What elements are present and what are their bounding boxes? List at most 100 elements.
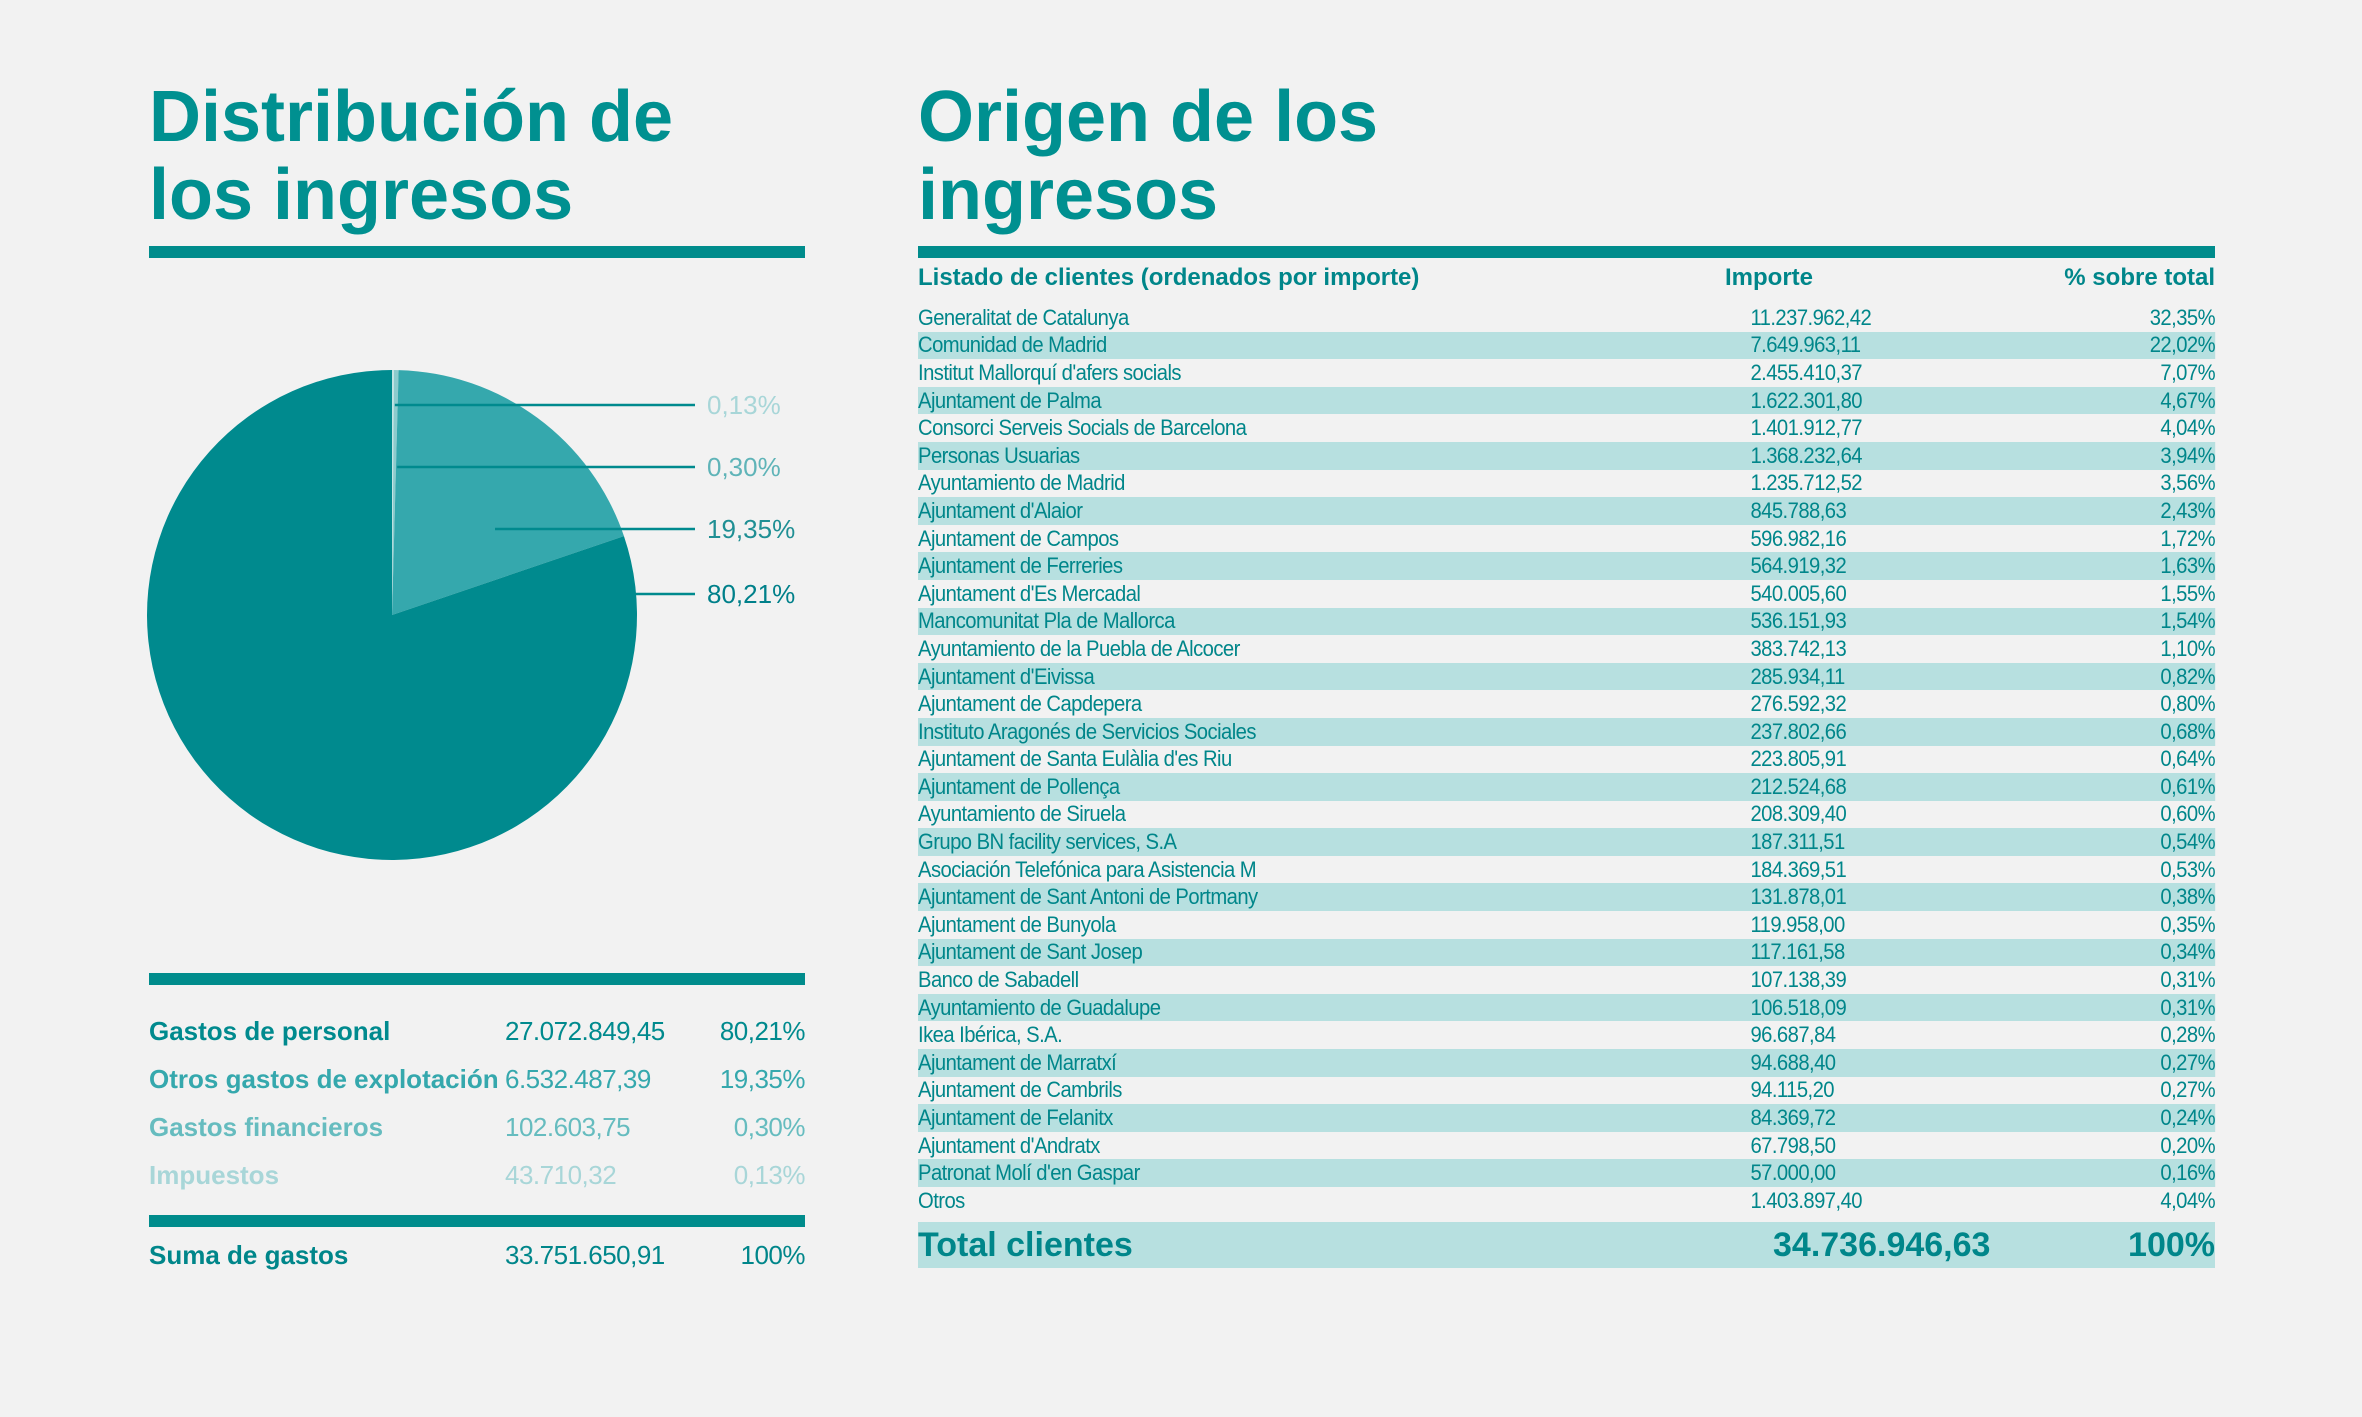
client-name: Ikea Ibérica, S.A. <box>918 1022 1063 1048</box>
client-name: Ajuntament de Bunyola <box>918 911 1116 937</box>
client-name: Personas Usuarias <box>918 442 1080 468</box>
client-pct: 0,27% <box>2160 1077 2216 1103</box>
table-row: Otros 1.403.897,40 4,04% <box>918 1187 2216 1215</box>
left-title: Distribución de los ingresos <box>149 78 673 234</box>
client-amount: 237.802,66 <box>1750 718 1847 744</box>
table-row: Patronat Molí d'en Gaspar 57.000,00 0,16% <box>918 1159 2216 1187</box>
table-row: Ajuntament de Bunyola 119.958,00 0,35% <box>918 911 2216 939</box>
client-name: Ajuntament de Campos <box>918 525 1119 551</box>
client-pct: 1,55% <box>2160 580 2216 606</box>
table-row: Ajuntament de Palma 1.622.301,80 4,67% <box>918 386 2216 415</box>
summary-row-impuestos: Impuestos 43.710,32 0,13% <box>149 1153 806 1197</box>
left-title-line-1: Distribución de <box>149 77 674 157</box>
client-name: Ajuntament de Felanitx <box>918 1105 1113 1131</box>
client-amount: 94.115,20 <box>1750 1077 1835 1103</box>
client-name: Ayuntamiento de Guadalupe <box>918 994 1161 1020</box>
table-row: Ajuntament d'Alaior 845.788,63 2,43% <box>918 497 2216 525</box>
table-row: Ajuntament de Pollença 212.524,68 0,61% <box>918 773 2216 801</box>
summary-total-row: Suma de gastos 33.751.650,91 100% <box>149 1233 806 1277</box>
pie-label: 0,13% <box>707 390 781 420</box>
client-name: Instituto Aragonés de Servicios Sociales <box>918 718 1256 744</box>
summary-name: Gastos financieros <box>149 1111 384 1142</box>
client-name: Generalitat de Catalunya <box>918 304 1129 330</box>
client-total-row: Total clientes 34.736.946,63 100% <box>918 1222 2215 1268</box>
client-amount: 107.138,39 <box>1750 967 1847 993</box>
summary-name: Impuestos <box>149 1159 280 1190</box>
client-pct: 0,82% <box>2160 663 2216 689</box>
left-title-line-2: los ingresos <box>149 155 574 235</box>
client-pct: 0,64% <box>2160 746 2216 772</box>
client-name: Institut Mallorquí d'afers socials <box>918 359 1182 385</box>
summary-total-pct: 100% <box>740 1239 806 1270</box>
summary-amount: 6.532.487,39 <box>505 1063 651 1094</box>
client-amount: 106.518,09 <box>1750 994 1847 1020</box>
summary-pct: 0,30% <box>733 1111 806 1142</box>
client-name: Ajuntament de Capdepera <box>918 691 1142 717</box>
pie-slice <box>392 370 395 615</box>
client-pct: 0,20% <box>2160 1132 2216 1158</box>
table-row: Ikea Ibérica, S.A. 96.687,84 0,28% <box>918 1021 2216 1049</box>
client-amount: 184.369,51 <box>1750 856 1847 882</box>
table-row: Ajuntament d'Eivissa 285.934,11 0,82% <box>918 662 2216 691</box>
client-name: Ajuntament de Sant Josep <box>918 939 1143 965</box>
client-amount: 117.161,58 <box>1750 939 1845 965</box>
summary-name: Otros gastos de explotación <box>149 1063 499 1094</box>
table-row: Consorci Serveis Socials de Barcelona 1.4… <box>918 414 2216 442</box>
table-row: Ajuntament de Campos 596.982,16 1,72% <box>918 525 2216 553</box>
client-pct: 0,27% <box>2160 1049 2216 1075</box>
summary-row-explotacion: Otros gastos de explotación 6.532.487,39… <box>149 1057 806 1101</box>
client-name: Mancomunitat Pla de Mallorca <box>918 608 1175 634</box>
client-name: Ajuntament de Santa Eulàlia d'es Riu <box>918 746 1232 772</box>
client-amount: 1.401.912,77 <box>1750 415 1863 441</box>
client-amount: 119.958,00 <box>1750 911 1845 937</box>
client-pct: 2,43% <box>2160 497 2216 523</box>
pie-label: 0,30% <box>707 452 781 482</box>
client-pct: 4,67% <box>2160 387 2216 413</box>
client-amount: 536.151,93 <box>1750 608 1847 634</box>
client-pct: 0,31% <box>2160 994 2216 1020</box>
summary-total-amount: 33.751.650,91 <box>505 1239 665 1270</box>
client-name: Otros <box>918 1187 965 1213</box>
table-row: Comunidad de Madrid 7.649.963,11 22,02% <box>918 331 2216 360</box>
client-name: Ajuntament d'Eivissa <box>918 663 1095 689</box>
table-row: Ayuntamiento de Guadalupe 106.518,09 0,31% <box>918 993 2216 1022</box>
summary-top-rule <box>149 973 805 985</box>
pie-chart: 0,13% 0,30% 19,35% 80,21% <box>146 370 795 860</box>
client-table-header: Listado de clientes (ordenados por impor… <box>918 258 2215 298</box>
summary-row-financieros: Gastos financieros 102.603,75 0,30% <box>149 1105 806 1149</box>
client-name: Ajuntament de Sant Antoni de Portmany <box>918 884 1258 910</box>
table-row: Ajuntament de Ferreries 564.919,32 1,63% <box>918 552 2216 580</box>
summary-amount: 43.710,32 <box>505 1159 617 1190</box>
table-row: Grupo BN facility services, S.A 187.311,5… <box>918 828 2216 856</box>
table-row: Personas Usuarias 1.368.232,64 3,94% <box>918 441 2216 470</box>
client-name: Ayuntamiento de Madrid <box>918 470 1125 496</box>
right-title-line-2: ingresos <box>918 155 1219 235</box>
client-pct: 3,56% <box>2160 470 2216 496</box>
client-pct: 0,68% <box>2160 718 2216 744</box>
client-pct: 0,34% <box>2160 939 2216 965</box>
client-amount: 1.622.301,80 <box>1750 387 1863 413</box>
table-row: Ayuntamiento de Madrid 1.235.712,52 3,56% <box>918 470 2216 498</box>
table-row: Ajuntament de Felanitx 84.369,72 0,24% <box>918 1104 2216 1132</box>
client-pct: 0,61% <box>2160 773 2216 799</box>
client-amount: 540.005,60 <box>1750 580 1847 606</box>
client-pct: 1,54% <box>2160 608 2216 634</box>
table-row: Asociación Telefónica para Asistencia M 1… <box>918 856 2216 884</box>
client-name: Ajuntament de Cambrils <box>918 1077 1122 1103</box>
table-row: Ajuntament de Cambrils 94.115,20 0,27% <box>918 1077 2216 1105</box>
client-name: Comunidad de Madrid <box>918 332 1107 358</box>
client-amount: 208.309,40 <box>1750 801 1847 827</box>
pie-slice <box>392 370 399 615</box>
client-pct: 0,31% <box>2160 967 2216 993</box>
client-amount: 57.000,00 <box>1750 1160 1836 1186</box>
total-label: Total clientes <box>918 1225 1133 1264</box>
table-row: Ajuntament de Capdepera 276.592,32 0,80% <box>918 690 2216 718</box>
client-pct: 0,38% <box>2160 884 2216 910</box>
client-name: Ajuntament de Palma <box>918 387 1102 413</box>
right-title-rule <box>918 246 2215 258</box>
client-pct: 32,35% <box>2149 304 2216 330</box>
client-pct: 0,54% <box>2160 829 2216 855</box>
client-amount: 223.805,91 <box>1750 746 1847 772</box>
client-name: Ajuntament de Pollença <box>918 773 1120 799</box>
client-name: Asociación Telefónica para Asistencia M <box>918 856 1257 882</box>
